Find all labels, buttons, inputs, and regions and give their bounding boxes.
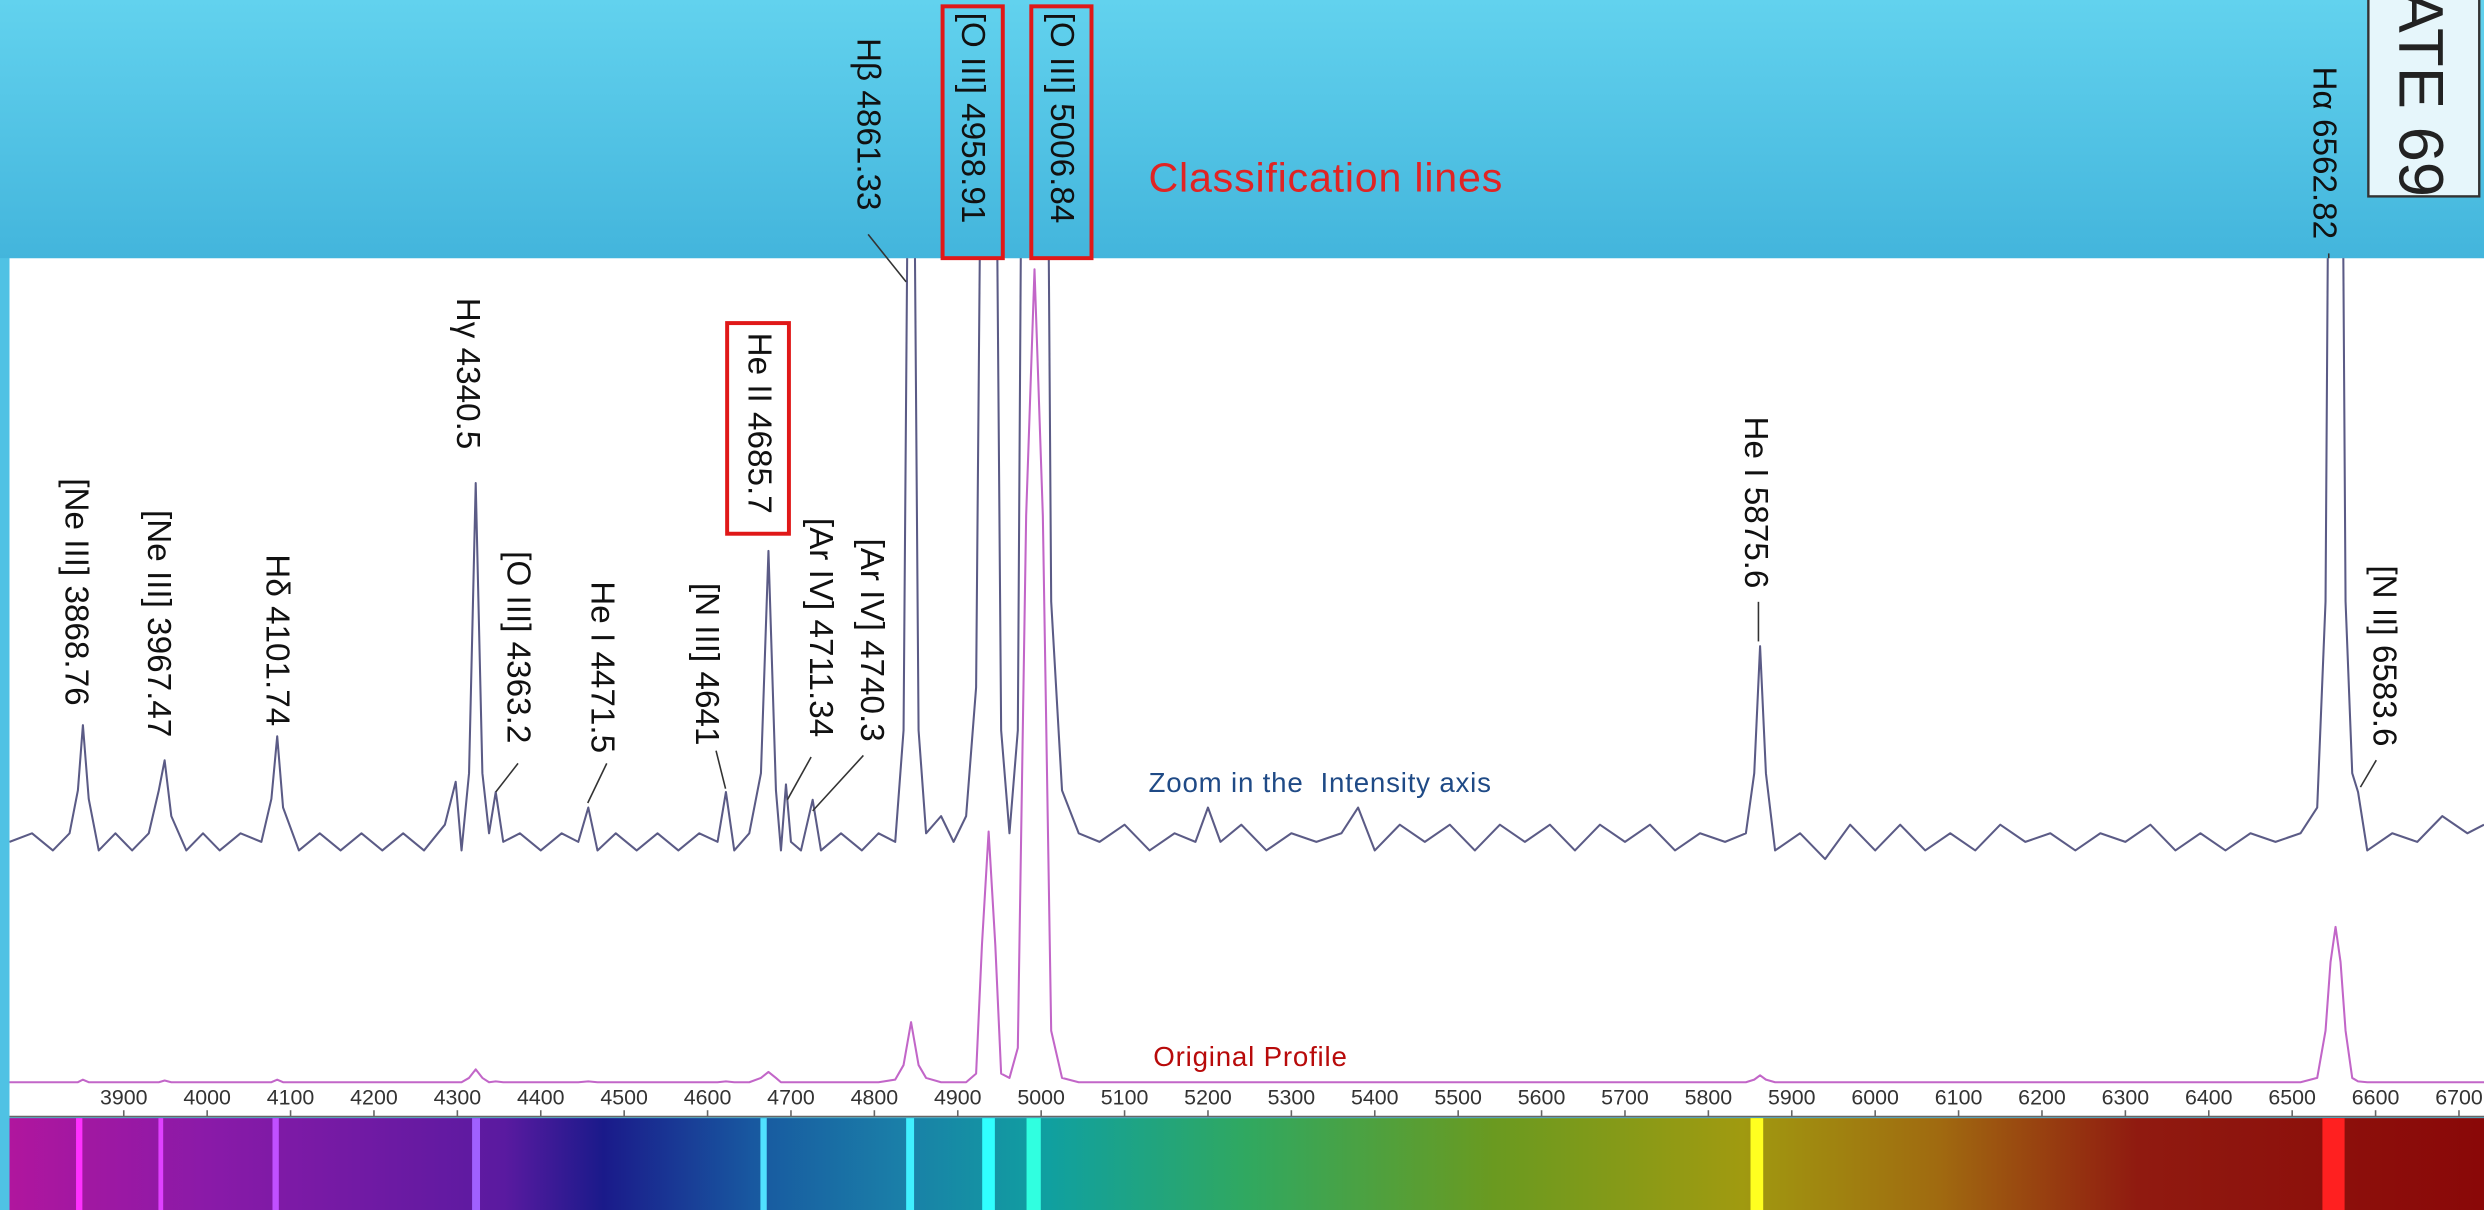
x-tick-label: 5800 <box>1685 1086 1733 1110</box>
x-tick-label: 6100 <box>1935 1086 1983 1110</box>
line-label: Hγ 4340.5 <box>449 298 486 450</box>
x-tick-label: 5200 <box>1184 1086 1232 1110</box>
x-tick-label: 6200 <box>2018 1086 2066 1110</box>
line-label: He II 4685.7 <box>740 333 777 514</box>
x-tick-label: 4900 <box>934 1086 982 1110</box>
series-label: Original Profile <box>1153 1041 1347 1072</box>
x-tick-label: 5100 <box>1101 1086 1149 1110</box>
chart-title: Classification lines <box>1149 154 1504 200</box>
x-tick-label: 6600 <box>2352 1086 2400 1110</box>
plate-label: ATE 69 <box>2386 0 2456 197</box>
line-label: Hα 6562.82 <box>2305 67 2342 240</box>
x-tick-label: 4000 <box>183 1086 231 1110</box>
x-tick-label: 5900 <box>1768 1086 1816 1110</box>
x-tick-label: 4500 <box>600 1086 648 1110</box>
line-label: Hδ 4101.74 <box>259 554 296 726</box>
line-label: [O III] 4958.91 <box>954 13 991 224</box>
x-tick-label: 6500 <box>2268 1086 2316 1110</box>
line-label: [Ne III] 3868.76 <box>58 478 95 705</box>
plot-area <box>10 258 2484 1116</box>
x-tick-label: 4100 <box>267 1086 315 1110</box>
x-tick-label: 4200 <box>350 1086 398 1110</box>
line-label: [O III] 5006.84 <box>1043 13 1080 224</box>
x-tick-label: 4300 <box>434 1086 482 1110</box>
line-label: Hβ 4861.33 <box>850 38 887 211</box>
line-label: [O III] 4363.2 <box>500 551 537 743</box>
spectrum-strip <box>10 1118 2484 1210</box>
x-tick-label: 6700 <box>2435 1086 2483 1110</box>
x-tick-label: 5600 <box>1518 1086 1566 1110</box>
x-tick-label: 6300 <box>2102 1086 2150 1110</box>
line-label: [N III] 4641 <box>688 583 725 746</box>
line-label: [Ar IV] 4740.3 <box>853 538 890 741</box>
x-tick-label: 5500 <box>1434 1086 1482 1110</box>
line-label: He I 4471.5 <box>583 581 620 753</box>
line-label: He I 5875.6 <box>1737 417 1774 589</box>
x-tick-label: 3900 <box>100 1086 148 1110</box>
x-tick-label: 4700 <box>767 1086 815 1110</box>
line-label: [N II] 6583.6 <box>2366 565 2403 746</box>
header-band <box>0 0 2484 258</box>
x-tick-label: 5300 <box>1268 1086 1316 1110</box>
x-tick-label: 4600 <box>684 1086 732 1110</box>
series-label: Zoom in the Intensity axis <box>1149 767 1492 798</box>
x-tick-label: 5400 <box>1351 1086 1399 1110</box>
x-tick-label: 5000 <box>1017 1086 1065 1110</box>
chart: Classification lines ATE 69 3900 4000 4100… <box>0 0 2484 1210</box>
x-tick-label: 5700 <box>1601 1086 1649 1110</box>
x-tick-label: 6400 <box>2185 1086 2233 1110</box>
x-tick-label: 4400 <box>517 1086 565 1110</box>
x-tick-label: 6000 <box>1851 1086 1899 1110</box>
line-label: [Ar IV] 4711.34 <box>802 518 839 737</box>
x-tick-label: 4800 <box>851 1086 899 1110</box>
line-label: [Ne III] 3967.47 <box>140 510 177 737</box>
